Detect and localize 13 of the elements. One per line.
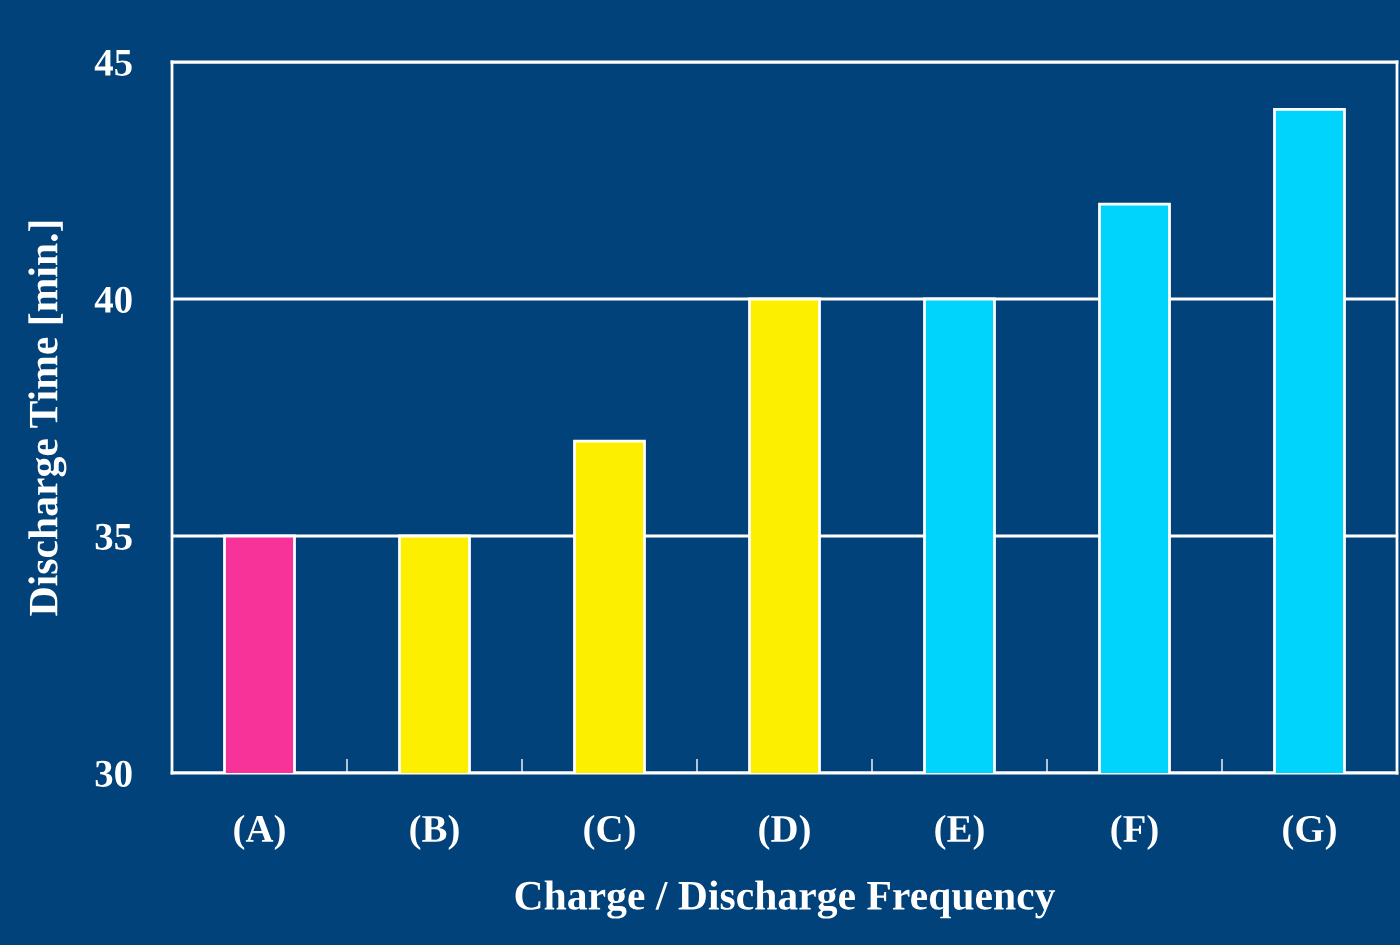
y-tick-label: 35 xyxy=(95,523,132,550)
x-tick-label: (D) xyxy=(759,814,810,850)
x-tick-label: (A) xyxy=(234,814,285,850)
x-tick-label: (G) xyxy=(1283,814,1336,850)
y-tick-label: 40 xyxy=(94,286,132,313)
x-tick-label: (C) xyxy=(584,814,635,850)
x-tick-label: (E) xyxy=(935,814,984,850)
x-tick-label: (B) xyxy=(410,814,459,850)
y-tick-label: 30 xyxy=(95,760,132,787)
y-tick-label: 45 xyxy=(94,49,132,76)
x-tick-label: (F) xyxy=(1111,814,1158,850)
x-axis-title: Charge / Discharge Frequency xyxy=(515,880,1056,919)
y-axis-title: Discharge Time [min.] xyxy=(28,221,67,616)
